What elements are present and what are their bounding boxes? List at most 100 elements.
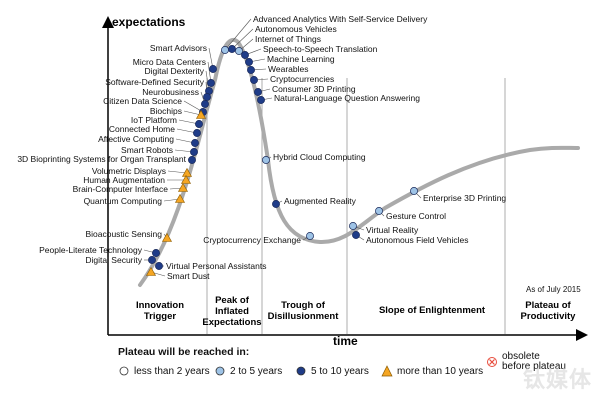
marker-hybrid-cloud-computing [262, 156, 270, 164]
watermark: 钛媒体 [522, 368, 592, 393]
marker-smart-dust [145, 266, 157, 276]
label-layer: Advanced Analytics With Self-Service Del… [17, 14, 506, 281]
label-machine-learning: Machine Learning [267, 54, 335, 64]
marker-digital-security [148, 256, 156, 264]
label-software-defined-security: Software-Defined Security [105, 77, 204, 87]
marker-iot-platform [195, 120, 203, 128]
leader-line [231, 28, 254, 50]
phase-label: Slope of Enlightenment [379, 305, 486, 316]
label-people-literate-technology: People-Literate Technology [39, 245, 143, 255]
legend-title: Plateau will be reached in: [118, 346, 250, 358]
label-virtual-reality: Virtual Reality [366, 225, 419, 235]
marker-volumetric-displays [181, 167, 193, 177]
marker-advanced-analytics-with-self-service-delivery [221, 46, 229, 54]
phase-label: Expectations [202, 317, 261, 328]
leader-line [167, 170, 188, 174]
label-biochips: Biochips [150, 106, 182, 116]
label-iot-platform: IoT Platform [131, 115, 177, 125]
y-axis-title: expectations [112, 15, 186, 29]
label-smart-advisors: Smart Advisors [150, 43, 207, 53]
circle-icon [119, 366, 129, 376]
label-brain-computer-interface: Brain-Computer Interface [73, 184, 169, 194]
label-hybrid-cloud-computing: Hybrid Cloud Computing [273, 152, 366, 162]
label-quantum-computing: Quantum Computing [84, 196, 163, 206]
label-digital-security: Digital Security [85, 255, 142, 265]
label-human-augmentation: Human Augmentation [83, 175, 165, 185]
legend-label: 2 to 5 years [230, 365, 283, 377]
marker-brain-computer-interface [177, 182, 189, 192]
hype-curve [138, 38, 580, 287]
label-enterprise-3d-printing: Enterprise 3D Printing [423, 193, 506, 203]
marker-virtual-personal-assistants [155, 262, 163, 270]
label-autonomous-vehicles: Autonomous Vehicles [255, 24, 337, 34]
label-micro-data-centers: Micro Data Centers [133, 57, 206, 67]
marker-wearables [247, 66, 255, 74]
x-axis-title: time [333, 334, 358, 348]
phase-label: Trough of [281, 300, 326, 311]
marker-quantum-computing [174, 193, 186, 203]
marker-software-defined-security [203, 93, 211, 101]
legend: Plateau will be reached in: less than 2 … [98, 343, 578, 393]
marker-neurobusiness [201, 100, 209, 108]
marker-machine-learning [245, 58, 253, 66]
legend-label: more than 10 years [397, 365, 484, 377]
marker-cryptocurrency-exchange [306, 232, 314, 240]
label-advanced-analytics-with-self-service-delivery: Advanced Analytics With Self-Service Del… [253, 14, 428, 24]
label-gesture-control: Gesture Control [386, 211, 446, 221]
label-volumetric-displays: Volumetric Displays [92, 166, 166, 176]
label-augmented-reality: Augmented Reality [284, 196, 357, 206]
phase-label: Trigger [144, 311, 177, 322]
marker-autonomous-field-vehicles [352, 231, 360, 239]
label-neurobusiness: Neurobusiness [142, 87, 199, 97]
legend-label: 5 to 10 years [311, 365, 369, 377]
phase-label: Peak of [215, 295, 250, 306]
marker-autonomous-vehicles [228, 45, 236, 53]
legend-label: less than 2 years [134, 365, 210, 377]
legend-item-5-to-10-years: 5 to 10 years [295, 364, 369, 378]
marker-virtual-reality [349, 222, 357, 230]
legend-item-more-than-10-years: more than 10 years [381, 364, 483, 378]
label-smart-dust: Smart Dust [167, 271, 210, 281]
legend-label: obsolete before plateau [502, 351, 566, 372]
legend-item-less-than-2-years: less than 2 years [118, 364, 210, 378]
phase-label: Productivity [521, 311, 577, 322]
circle-icon [296, 366, 306, 376]
marker-natural-language-question-answering [257, 96, 265, 104]
as-of-label: As of July 2015 [526, 285, 581, 294]
marker-3d-bioprinting-systems-for-organ-transplant [188, 156, 196, 164]
label-digital-dexterity: Digital Dexterity [144, 66, 204, 76]
label-natural-language-question-answering: Natural-Language Question Answering [274, 93, 420, 103]
label-cryptocurrencies: Cryptocurrencies [270, 74, 334, 84]
label-cryptocurrency-exchange: Cryptocurrency Exchange [203, 235, 301, 245]
phase-label: Plateau of [525, 300, 571, 311]
marker-smart-advisors [209, 65, 217, 73]
circle-icon [215, 366, 225, 376]
label-consumer-3d-printing: Consumer 3D Printing [272, 84, 356, 94]
marker-biochips [195, 109, 207, 119]
marker-gesture-control [375, 207, 383, 215]
x-circle-icon [487, 357, 497, 367]
marker-smart-robots [190, 148, 198, 156]
phase-label: Disillusionment [268, 311, 340, 322]
phase-label: Innovation [136, 300, 184, 311]
marker-speech-to-speech-translation [241, 51, 249, 59]
marker-affective-computing [191, 139, 199, 147]
label-internet-of-things: Internet of Things [255, 34, 321, 44]
marker-augmented-reality [272, 200, 280, 208]
legend-item-obsolete-before-plateau: obsolete before plateau [486, 351, 566, 372]
leader-line [183, 110, 202, 116]
label-bioacoustic-sensing: Bioacoustic Sensing [85, 229, 162, 239]
marker-consumer-3d-printing [254, 88, 262, 96]
marker-people-literate-technology [152, 249, 160, 257]
marker-connected-home [193, 129, 201, 137]
leader-line [224, 18, 252, 51]
label-virtual-personal-assistants: Virtual Personal Assistants [166, 261, 266, 271]
label-citizen-data-science: Citizen Data Science [103, 96, 182, 106]
phase-label: Inflated [215, 306, 249, 317]
label-affective-computing: Affective Computing [98, 134, 174, 144]
label-connected-home: Connected Home [109, 124, 175, 134]
marker-cryptocurrencies [250, 76, 258, 84]
marker-bioacoustic-sensing [161, 232, 173, 242]
